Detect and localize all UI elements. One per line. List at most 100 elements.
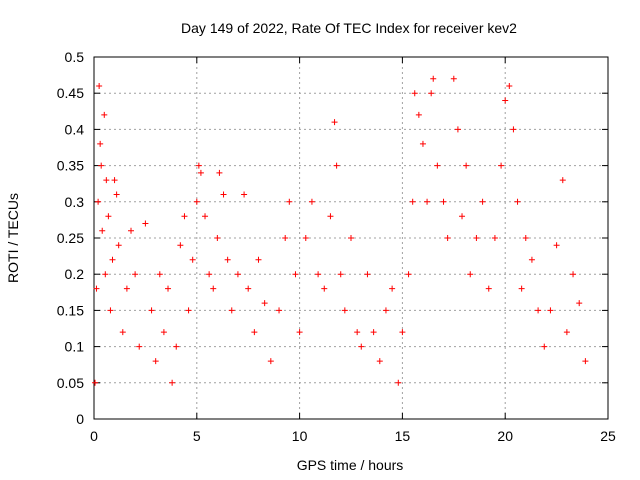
- data-point: [354, 329, 361, 336]
- data-point: [156, 271, 163, 278]
- data-point: [202, 213, 209, 220]
- data-point: [522, 235, 529, 241]
- data-point: [214, 235, 221, 241]
- data-point: [419, 140, 426, 147]
- data-point: [224, 256, 231, 263]
- data-point: [553, 242, 560, 249]
- data-point: [450, 75, 457, 82]
- data-point: [485, 285, 492, 292]
- data-points: [92, 75, 589, 386]
- data-point: [333, 162, 340, 169]
- data-point: [241, 191, 248, 198]
- data-point: [101, 111, 108, 118]
- data-point: [132, 271, 139, 278]
- data-point: [152, 358, 159, 365]
- data-point: [185, 307, 192, 314]
- data-point: [99, 227, 106, 234]
- data-point: [440, 198, 447, 205]
- data-point: [255, 256, 262, 263]
- data-point: [467, 271, 474, 278]
- data-point: [286, 198, 293, 205]
- data-point: [547, 307, 554, 314]
- data-point: [454, 126, 461, 133]
- data-point: [389, 285, 396, 292]
- data-point: [559, 177, 566, 184]
- data-point: [370, 329, 377, 336]
- data-point: [409, 198, 416, 205]
- grid-lines: [94, 57, 608, 419]
- data-point: [197, 169, 204, 176]
- data-point: [296, 329, 303, 336]
- chart-title: Day 149 of 2022, Rate Of TEC Index for r…: [181, 20, 517, 36]
- y-tick-label: 0.3: [65, 194, 85, 210]
- data-point: [576, 300, 583, 307]
- data-point: [341, 307, 348, 314]
- data-point: [107, 307, 114, 314]
- data-point: [541, 343, 548, 350]
- data-point: [444, 235, 451, 241]
- data-point: [165, 285, 172, 292]
- data-point: [142, 220, 149, 227]
- y-axis-ticks: 0 0.05 0.1 0.15 0.2 0.25 0.3 0.35 0.4 0.45 0.5: [57, 49, 608, 427]
- data-point: [216, 169, 223, 176]
- data-point: [358, 343, 365, 350]
- data-point: [95, 198, 102, 205]
- data-point: [160, 329, 167, 336]
- data-point: [103, 177, 110, 184]
- data-point: [518, 285, 525, 292]
- data-point: [169, 379, 176, 386]
- data-point: [123, 285, 130, 292]
- x-axis-ticks: 0 5 10 15 20 25: [90, 57, 616, 444]
- data-point: [109, 256, 116, 263]
- data-point: [234, 271, 241, 278]
- data-point: [308, 198, 315, 205]
- data-point: [424, 198, 431, 205]
- y-tick-label: 0.4: [65, 121, 85, 137]
- data-point: [395, 379, 402, 386]
- data-point: [399, 329, 406, 336]
- data-point: [210, 285, 217, 292]
- data-point: [506, 82, 513, 89]
- data-point: [479, 198, 486, 205]
- y-tick-label: 0.5: [65, 49, 85, 65]
- data-point: [98, 162, 105, 169]
- x-tick-label: 0: [90, 428, 98, 444]
- data-point: [430, 75, 437, 82]
- data-point: [292, 271, 299, 278]
- data-point: [111, 177, 118, 184]
- data-point: [463, 162, 470, 169]
- data-point: [113, 191, 120, 198]
- data-point: [119, 329, 126, 336]
- data-point: [321, 285, 328, 292]
- data-point: [261, 300, 268, 307]
- data-point: [181, 213, 188, 220]
- data-point: [245, 285, 252, 292]
- y-tick-label: 0.2: [65, 266, 85, 282]
- y-tick-label: 0.45: [57, 85, 84, 101]
- data-point: [563, 329, 570, 336]
- data-point: [177, 242, 184, 249]
- data-point: [195, 162, 202, 169]
- data-point: [582, 358, 589, 365]
- data-point: [276, 307, 283, 314]
- data-point: [502, 97, 509, 104]
- x-tick-label: 10: [292, 428, 308, 444]
- data-point: [228, 307, 235, 314]
- data-point: [148, 307, 155, 314]
- data-point: [315, 271, 322, 278]
- data-point: [428, 90, 435, 97]
- data-point: [405, 271, 412, 278]
- y-tick-label: 0.05: [57, 375, 84, 391]
- data-point: [93, 285, 100, 292]
- data-point: [267, 358, 274, 365]
- data-point: [473, 235, 480, 241]
- data-point: [97, 140, 104, 147]
- data-point: [327, 213, 334, 220]
- data-point: [102, 271, 109, 278]
- data-point: [282, 235, 289, 241]
- data-point: [459, 213, 466, 220]
- x-tick-label: 20: [497, 428, 513, 444]
- data-point: [411, 90, 418, 97]
- data-point: [173, 343, 180, 350]
- data-point: [510, 126, 517, 133]
